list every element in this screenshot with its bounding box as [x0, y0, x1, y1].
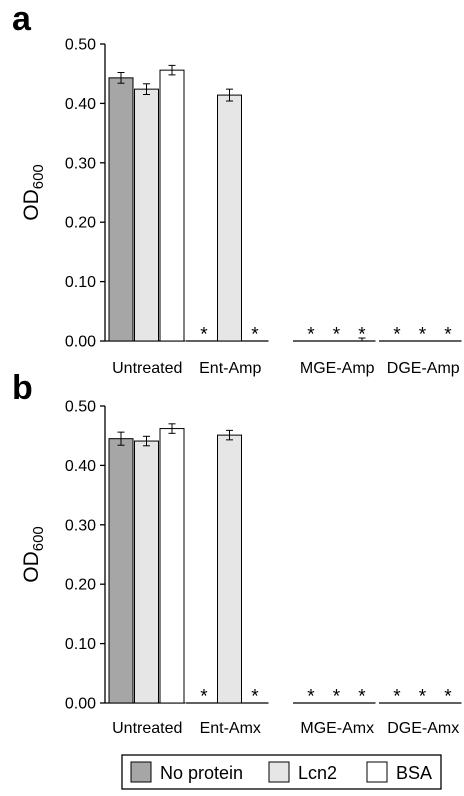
significance-asterisk: *: [444, 687, 452, 708]
significance-asterisk: *: [419, 687, 427, 708]
x-category-label: Ent-Amx: [200, 720, 261, 737]
x-category-label: Untreated: [112, 720, 182, 737]
significance-asterisk: *: [393, 687, 401, 708]
legend-label: BSA: [396, 763, 432, 783]
y-tick-label: 0.40: [65, 96, 96, 113]
significance-asterisk: *: [333, 687, 341, 708]
legend-swatch: [130, 761, 152, 783]
panel-letter: b: [12, 369, 33, 407]
bar: [217, 434, 242, 704]
legend-label: No protein: [160, 763, 243, 783]
significance-asterisk: *: [358, 687, 366, 708]
bar: [134, 88, 159, 342]
legend-swatch: [366, 761, 388, 783]
bar: [108, 77, 134, 342]
significance-asterisk: *: [200, 325, 208, 346]
significance-asterisk: *: [251, 687, 259, 708]
y-tick-label: 0.50: [65, 37, 96, 54]
y-tick-label: 0.10: [65, 274, 96, 291]
y-tick-label: 0.00: [65, 334, 96, 351]
significance-asterisk: *: [307, 325, 315, 346]
bar: [108, 438, 134, 704]
y-axis-label-subscript: 600: [30, 526, 47, 551]
x-category-label: MGE-Amx: [300, 720, 374, 737]
legend-label: Lcn2: [298, 763, 337, 783]
x-category-label: Untreated: [112, 360, 182, 377]
bar: [217, 94, 242, 342]
panel-a: a OD600 0.00 0.10 0.20 0.30 0.40 0.50 Untreated E…: [12, 0, 462, 377]
x-category-label: MGE-Amp: [300, 360, 375, 377]
significance-asterisk: *: [307, 687, 315, 708]
y-tick-label: 0.20: [65, 577, 96, 594]
y-tick-label: 0.00: [65, 696, 96, 713]
significance-asterisk: *: [358, 325, 366, 346]
y-tick-label: 0.40: [65, 458, 96, 475]
significance-asterisk: *: [419, 325, 427, 346]
y-axis-label: OD600: [20, 526, 47, 583]
y-tick-label: 0.10: [65, 636, 96, 653]
y-axis-label-main: OD: [20, 551, 43, 583]
legend: No protein Lcn2 BSA: [121, 754, 442, 790]
significance-asterisk: *: [333, 325, 341, 346]
panel-b: b OD600 0.00 0.10 0.20 0.30 0.40 0.50 Untreated E…: [12, 369, 462, 737]
significance-asterisk: *: [200, 687, 208, 708]
y-tick-label: 0.30: [65, 517, 96, 534]
y-axis-label: OD600: [20, 164, 47, 221]
significance-asterisk: *: [393, 325, 401, 346]
significance-asterisk: *: [444, 325, 452, 346]
x-category-label: DGE-Amp: [387, 360, 460, 377]
x-category-label: Ent-Amp: [199, 360, 261, 377]
y-tick-label: 0.50: [65, 399, 96, 416]
y-tick-label: 0.20: [65, 215, 96, 232]
y-axis-label-subscript: 600: [30, 164, 47, 189]
bar: [159, 428, 185, 704]
bar: [159, 69, 185, 342]
significance-asterisk: *: [251, 325, 259, 346]
bar: [134, 440, 159, 704]
y-tick-label: 0.30: [65, 155, 96, 172]
legend-swatch: [268, 761, 290, 783]
panel-letter: a: [12, 0, 32, 38]
x-category-label: DGE-Amx: [387, 720, 459, 737]
y-axis-label-main: OD: [20, 189, 43, 221]
